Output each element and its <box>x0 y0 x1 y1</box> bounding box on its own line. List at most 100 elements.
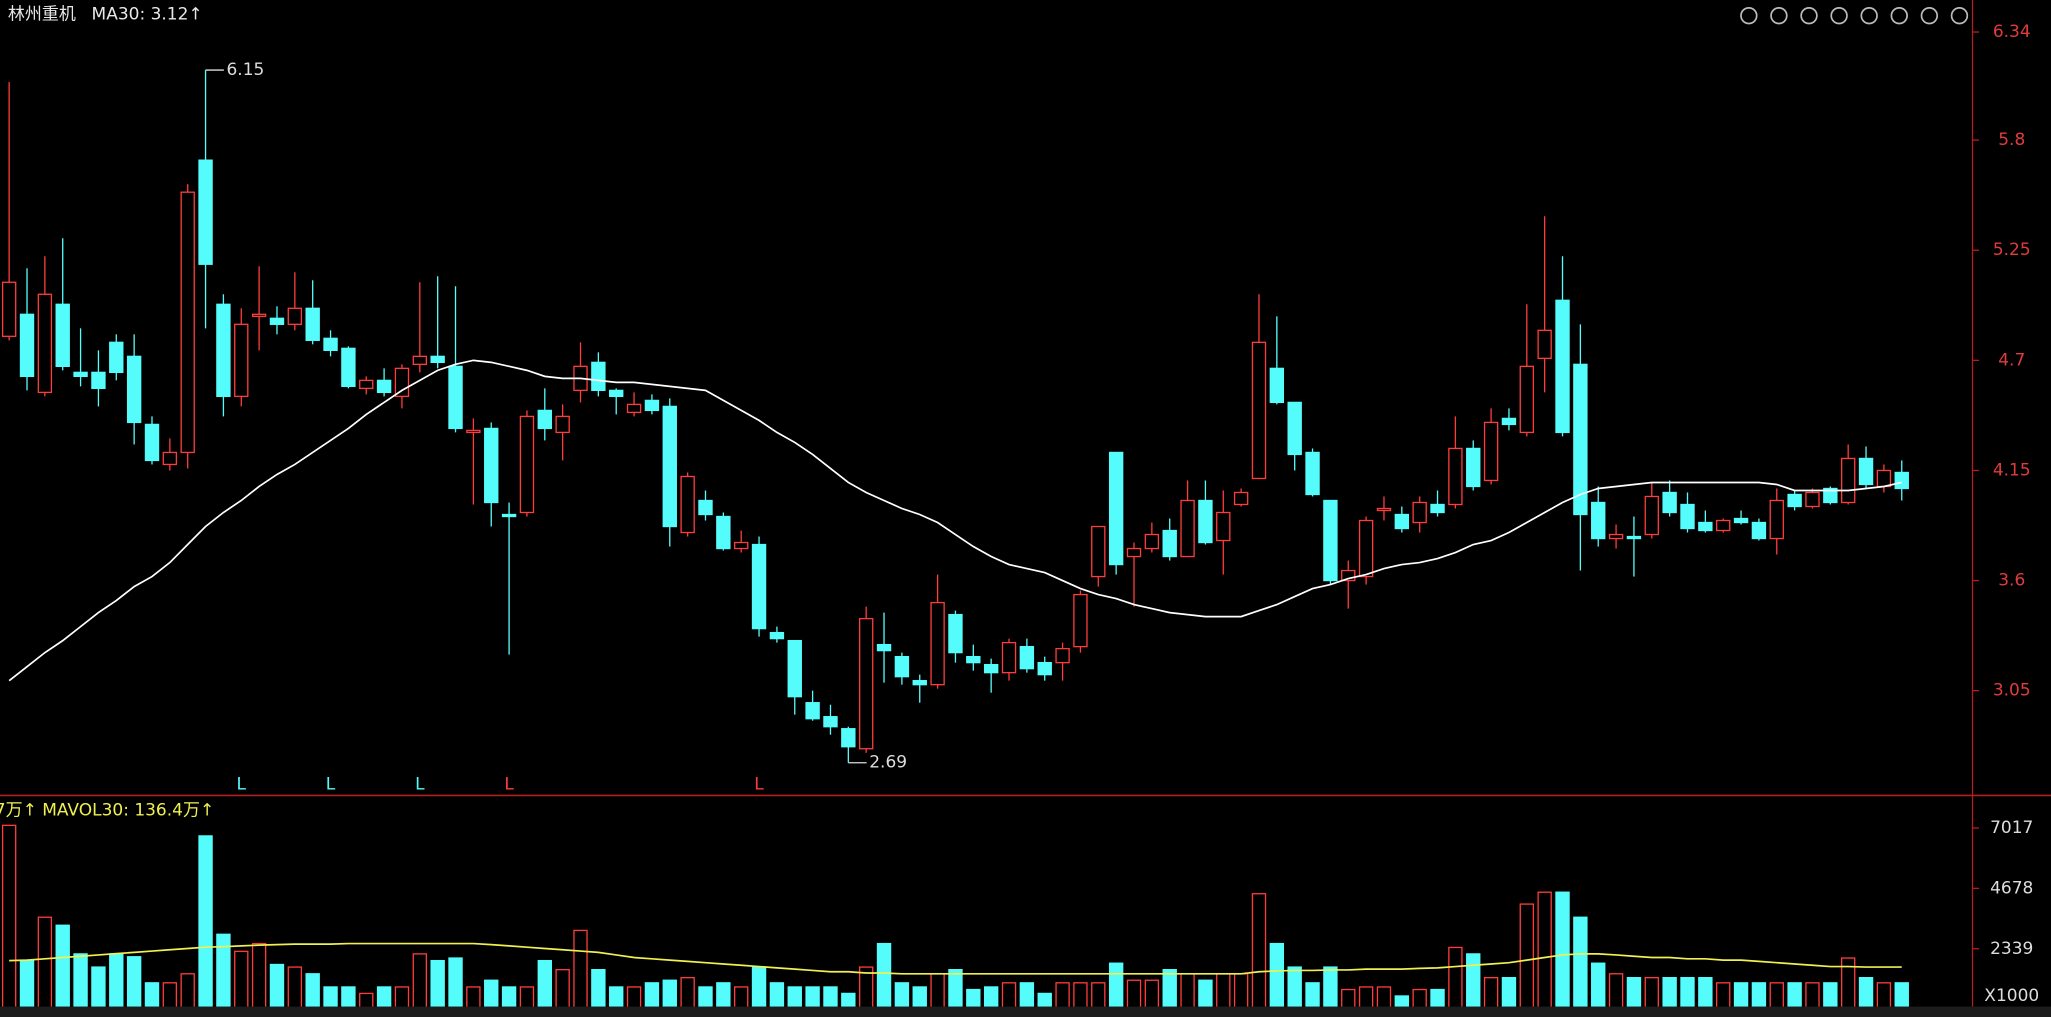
candle-body <box>1108 451 1124 566</box>
volume-bar <box>1840 957 1856 1010</box>
volume-bar <box>1358 986 1374 1010</box>
volume-bar <box>769 982 785 1010</box>
volume-bar <box>1519 903 1534 1010</box>
volume-bar <box>1626 977 1642 1010</box>
volume-bar <box>234 950 249 1010</box>
indicator-line <box>9 942 1902 975</box>
volume-bar <box>573 929 588 1010</box>
candle-body <box>216 303 231 398</box>
high-annotation: 6.15 <box>226 60 264 80</box>
volume-bar <box>1269 942 1285 1010</box>
candle-body <box>1501 417 1517 426</box>
y-tick-label: 4.7 <box>1998 350 2025 370</box>
back-icon[interactable] <box>1830 6 1848 25</box>
volume-bar <box>948 969 963 1010</box>
candle-body <box>1787 493 1802 508</box>
volume-bar <box>1198 979 1213 1010</box>
volume-bar <box>305 973 320 1010</box>
volume-bar <box>1144 979 1160 1010</box>
zoom-in-icon[interactable] <box>1920 6 1939 25</box>
unit-label: X1000 <box>1984 986 2039 1006</box>
candle-body <box>287 307 303 325</box>
candle-body <box>662 405 677 528</box>
candle-body <box>823 716 838 728</box>
indicator-line <box>8 359 1902 682</box>
volume-bar <box>501 986 517 1010</box>
tab-bar[interactable] <box>0 1006 2051 1017</box>
volume-bar <box>823 986 838 1010</box>
volume-bar <box>1698 977 1713 1010</box>
candle-body <box>805 702 820 720</box>
candle-body <box>930 601 945 686</box>
candle-body <box>448 365 463 430</box>
candle-body <box>626 403 642 414</box>
candle-body <box>376 379 392 394</box>
y-tick-label: 3.6 <box>1998 571 2025 591</box>
candle-body <box>1894 471 1909 490</box>
candle-body <box>1144 533 1160 550</box>
candle-body <box>841 728 856 748</box>
volume-bar <box>216 933 231 1010</box>
candle-body <box>501 513 517 518</box>
candle-body <box>109 341 124 374</box>
volume-bar <box>1608 973 1624 1010</box>
zoom-out-icon[interactable] <box>1950 6 1969 25</box>
volume-bar <box>787 986 802 1010</box>
candle-body <box>359 379 374 390</box>
toolbar-icons <box>1740 6 1969 25</box>
candle-body <box>1448 447 1463 506</box>
settings-icon[interactable] <box>1890 6 1908 25</box>
candle-body <box>1466 447 1481 488</box>
candle-body <box>1180 499 1195 558</box>
cut-icon[interactable] <box>1860 6 1878 25</box>
candle-body <box>37 293 53 394</box>
candle-body <box>1876 469 1892 488</box>
candle-body <box>1198 499 1213 544</box>
candle-body <box>1555 299 1570 434</box>
volume-bar <box>1733 982 1749 1010</box>
volume-bar <box>1412 988 1427 1010</box>
candle-body <box>1537 329 1552 360</box>
play-icon[interactable] <box>1800 6 1818 25</box>
volume-bar <box>1001 982 1017 1010</box>
candle-body <box>519 415 535 514</box>
volume-bar <box>805 986 820 1010</box>
candle-body <box>1341 569 1356 582</box>
candle-body <box>341 347 356 388</box>
candle-body <box>1251 341 1267 480</box>
volume-bar <box>1055 982 1070 1010</box>
volume-bar <box>1162 969 1177 1010</box>
candle-body <box>180 191 195 454</box>
y-tick-label: 4678 <box>1990 878 2033 898</box>
volume-bar <box>1751 982 1767 1010</box>
candle-body <box>644 399 660 412</box>
candle-body <box>734 541 749 550</box>
volume-bar <box>1876 982 1892 1010</box>
candle-body <box>1323 499 1338 582</box>
candle-body <box>555 415 570 434</box>
y-tick-label: 5.8 <box>1998 130 2025 150</box>
hand-icon[interactable] <box>1770 6 1788 25</box>
candle-body <box>1055 647 1070 664</box>
signal-marker: L <box>754 774 764 794</box>
candle-body <box>323 337 338 351</box>
volume-bar <box>144 982 160 1010</box>
candle-body <box>716 515 731 550</box>
vol-label: 7万↑ MAVOL30: 136.4万↑ <box>0 800 214 820</box>
volume-bar <box>1483 977 1499 1010</box>
volume-bar <box>287 966 303 1010</box>
volume-bar <box>1591 962 1606 1010</box>
y-tick-label: 7017 <box>1990 818 2033 838</box>
signal-marker: L <box>326 774 336 794</box>
candle-body <box>1769 499 1784 540</box>
candle-body <box>1 281 17 337</box>
candle-body <box>394 367 410 398</box>
candle-body <box>1233 491 1249 506</box>
candle-body <box>1376 507 1392 512</box>
volume-bar <box>698 986 713 1010</box>
volume-bar <box>644 982 660 1010</box>
candle-body <box>948 613 963 654</box>
volume-bar <box>1233 973 1249 1010</box>
view-icon[interactable] <box>1740 6 1758 25</box>
